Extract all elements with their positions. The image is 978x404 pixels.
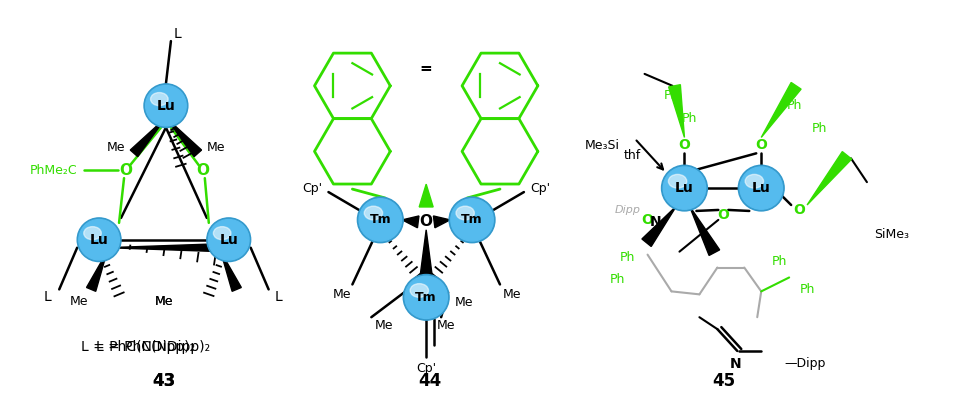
- Text: O: O: [420, 215, 432, 229]
- Text: Me: Me: [436, 319, 455, 332]
- Text: O: O: [119, 163, 132, 178]
- Polygon shape: [689, 206, 719, 255]
- Text: O: O: [717, 208, 729, 222]
- Text: O: O: [792, 203, 804, 217]
- Text: Me: Me: [206, 141, 225, 154]
- Text: L = PhC(NDipp)₂: L = PhC(NDipp)₂: [96, 340, 210, 354]
- Ellipse shape: [144, 84, 188, 128]
- Text: Lu: Lu: [156, 99, 175, 113]
- Text: Ph: Ph: [785, 99, 801, 112]
- Text: Ph: Ph: [681, 112, 696, 125]
- Text: 44: 44: [419, 372, 441, 390]
- Text: Tm: Tm: [369, 213, 391, 226]
- Ellipse shape: [739, 167, 781, 209]
- Text: 43: 43: [153, 372, 175, 390]
- Ellipse shape: [206, 218, 250, 261]
- Ellipse shape: [451, 199, 493, 241]
- Text: L: L: [174, 27, 182, 41]
- Text: O: O: [678, 139, 689, 152]
- Text: 45: 45: [711, 372, 734, 390]
- Polygon shape: [86, 252, 107, 291]
- Text: Ph: Ph: [619, 251, 635, 264]
- Text: Me: Me: [155, 295, 173, 308]
- Text: SiMe₃: SiMe₃: [873, 228, 908, 241]
- Polygon shape: [806, 152, 851, 205]
- Text: Ph: Ph: [609, 273, 625, 286]
- Text: Me: Me: [107, 141, 125, 154]
- Polygon shape: [165, 118, 201, 157]
- Polygon shape: [107, 244, 221, 252]
- Polygon shape: [419, 184, 432, 207]
- Text: Me: Me: [502, 288, 520, 301]
- Text: Cp': Cp': [302, 181, 322, 195]
- Text: Me: Me: [69, 295, 88, 308]
- Polygon shape: [433, 216, 450, 228]
- Ellipse shape: [449, 197, 495, 243]
- Text: Ph: Ph: [663, 89, 679, 102]
- Text: L = PhC(NDipp)₂: L = PhC(NDipp)₂: [81, 340, 195, 354]
- Text: O: O: [197, 163, 209, 178]
- Text: O: O: [641, 213, 653, 227]
- Ellipse shape: [403, 274, 449, 320]
- Ellipse shape: [744, 175, 763, 188]
- Text: Tm: Tm: [461, 213, 482, 226]
- Text: Ph: Ph: [811, 122, 825, 135]
- Text: Cp': Cp': [529, 181, 550, 195]
- Text: =: =: [420, 61, 432, 76]
- Text: Lu: Lu: [90, 233, 109, 247]
- Polygon shape: [402, 216, 419, 228]
- Text: Ph: Ph: [771, 255, 786, 268]
- Text: 43: 43: [153, 372, 175, 390]
- Ellipse shape: [151, 93, 168, 106]
- Text: PhMe₂C: PhMe₂C: [29, 164, 77, 177]
- Ellipse shape: [77, 218, 121, 261]
- Ellipse shape: [410, 284, 428, 297]
- Polygon shape: [668, 85, 684, 137]
- Polygon shape: [761, 82, 800, 137]
- Text: Tm: Tm: [415, 291, 436, 304]
- Polygon shape: [642, 206, 676, 246]
- Ellipse shape: [668, 175, 686, 188]
- Ellipse shape: [364, 206, 382, 220]
- Ellipse shape: [79, 219, 119, 260]
- Ellipse shape: [661, 165, 707, 211]
- Polygon shape: [130, 118, 165, 157]
- Text: —Dipp: —Dipp: [783, 358, 824, 370]
- Text: Me: Me: [155, 295, 173, 308]
- Ellipse shape: [737, 165, 783, 211]
- Text: Lu: Lu: [219, 233, 238, 247]
- Text: L: L: [43, 290, 51, 304]
- Ellipse shape: [213, 227, 231, 240]
- Ellipse shape: [84, 227, 101, 240]
- Ellipse shape: [146, 86, 186, 126]
- Text: L: L: [275, 290, 283, 304]
- Text: Lu: Lu: [751, 181, 770, 195]
- Ellipse shape: [359, 199, 401, 241]
- Text: O: O: [754, 139, 767, 152]
- Text: Dipp: Dipp: [614, 205, 640, 215]
- Ellipse shape: [405, 276, 447, 318]
- Text: Me: Me: [333, 288, 351, 301]
- Text: thf: thf: [623, 149, 641, 162]
- Polygon shape: [221, 252, 241, 291]
- Ellipse shape: [208, 219, 248, 260]
- Text: Me: Me: [455, 296, 472, 309]
- Ellipse shape: [662, 167, 705, 209]
- Polygon shape: [420, 230, 431, 276]
- Text: Me₃Si: Me₃Si: [584, 139, 619, 152]
- Text: Lu: Lu: [675, 181, 693, 195]
- Text: N: N: [649, 215, 661, 229]
- Text: Ph: Ph: [799, 283, 814, 296]
- Text: Cp': Cp': [416, 362, 436, 375]
- Ellipse shape: [456, 206, 474, 220]
- Ellipse shape: [357, 197, 403, 243]
- Text: N: N: [729, 357, 740, 371]
- Text: Me: Me: [375, 319, 393, 332]
